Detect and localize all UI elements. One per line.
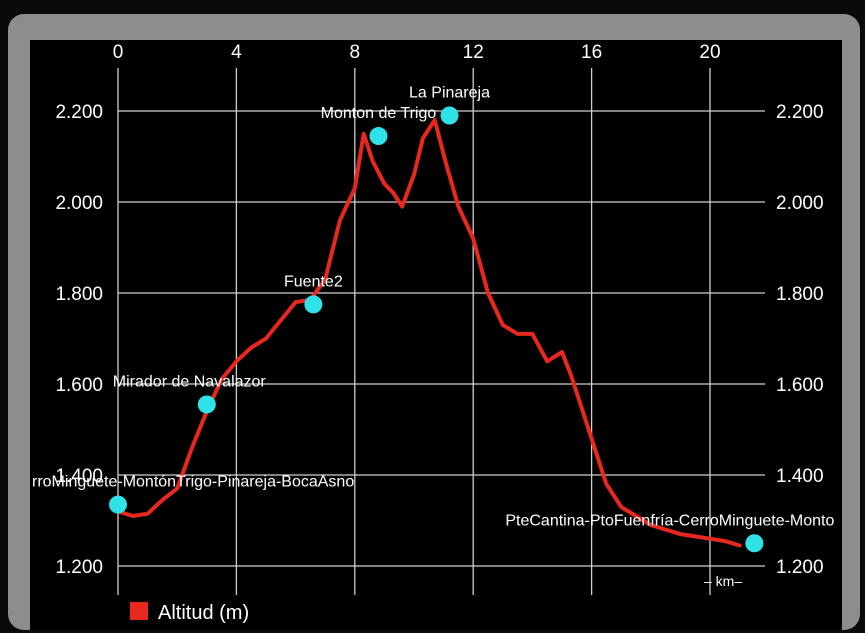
poi-marker-0[interactable]: [109, 496, 127, 514]
y-tick-label-left-1600: 1.600: [55, 375, 103, 396]
x-tick-label-20: 20: [699, 42, 720, 63]
y-tick-label-right-1600: 1.600: [776, 375, 824, 396]
x-tick-label-0: 0: [113, 42, 124, 63]
poi-label-0: rroMinguete-MontónTrigo-Pinareja-BocaAsn…: [32, 474, 354, 491]
y-tick-label-left-2200: 2.200: [55, 102, 103, 123]
poi-label-4: La Pinareja: [409, 85, 490, 102]
y-tick-label-left-2000: 2.000: [55, 193, 103, 214]
poi-label-2: Fuente2: [284, 273, 343, 290]
poi-marker-2[interactable]: [304, 295, 322, 313]
y-tick-label-left-1800: 1.800: [55, 284, 103, 305]
poi-label-1: Mirador de Navalazor: [113, 373, 267, 390]
y-tick-label-left-1200: 1.200: [55, 557, 103, 578]
y-tick-label-right-1400: 1.400: [776, 466, 824, 487]
poi-marker-1[interactable]: [198, 395, 216, 413]
x-tick-label-16: 16: [581, 42, 602, 63]
poi-label-5: PteCantina-PtoFuenfría-CerroMinguete-Mon…: [505, 512, 834, 529]
y-tick-label-right-1200: 1.200: [776, 557, 824, 578]
legend-label[interactable]: Altitud (m): [158, 602, 249, 624]
poi-label-3: Monton de Trigo: [321, 105, 437, 122]
x-tick-label-8: 8: [350, 42, 361, 63]
x-tick-label-12: 12: [463, 42, 484, 63]
x-axis-unit-label: – km–: [704, 573, 742, 589]
poi-marker-4[interactable]: [441, 107, 459, 125]
poi-layer: rroMinguete-MontónTrigo-Pinareja-BocaAsn…: [32, 85, 835, 553]
legend-swatch: [130, 602, 148, 620]
y-tick-label-right-1800: 1.800: [776, 284, 824, 305]
y-tick-label-right-2000: 2.000: [776, 193, 824, 214]
y-tick-label-right-2200: 2.200: [776, 102, 824, 123]
poi-marker-3[interactable]: [369, 127, 387, 145]
poi-marker-5[interactable]: [745, 534, 763, 552]
x-tick-label-4: 4: [231, 42, 242, 63]
